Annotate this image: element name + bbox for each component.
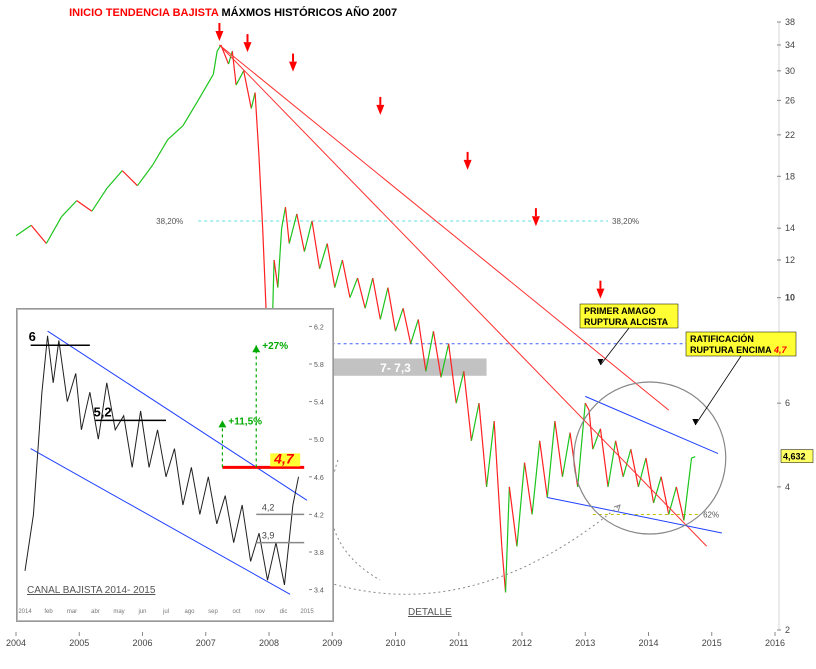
svg-text:3,9: 3,9 (262, 531, 275, 541)
svg-text:2015: 2015 (702, 638, 722, 648)
svg-text:+27%: +27% (262, 341, 288, 352)
svg-text:2014: 2014 (18, 609, 32, 615)
svg-text:7- 7,3: 7- 7,3 (380, 361, 411, 375)
svg-text:sep: sep (208, 609, 218, 615)
svg-text:5.8: 5.8 (314, 362, 324, 369)
svg-text:38,20%: 38,20% (156, 217, 183, 226)
svg-text:62%: 62% (703, 510, 719, 519)
svg-text:5.0: 5.0 (314, 437, 324, 444)
svg-text:30: 30 (785, 66, 795, 76)
svg-text:34: 34 (785, 40, 795, 50)
svg-text:mar: mar (67, 609, 77, 615)
svg-text:5.4: 5.4 (314, 400, 324, 407)
svg-text:RATIFICACIÓN: RATIFICACIÓN (690, 333, 754, 344)
svg-text:38,20%: 38,20% (612, 217, 639, 226)
svg-text:6: 6 (29, 329, 36, 344)
inset-chart-box: 3.4 3.8 4.2 4.6 5.0 5.4 5.8 6.2 2014 feb mar abr may… (16, 308, 334, 622)
inset-chart: 3.4 3.8 4.2 4.6 5.0 5.4 5.8 6.2 2014 feb mar abr may… (17, 309, 333, 621)
svg-text:3.8: 3.8 (314, 550, 324, 557)
svg-text:2014: 2014 (638, 638, 658, 648)
svg-text:2010: 2010 (385, 638, 405, 648)
svg-text:4,2: 4,2 (262, 502, 275, 512)
svg-text:2008: 2008 (259, 638, 279, 648)
svg-text:4,7: 4,7 (273, 450, 295, 466)
svg-text:2006: 2006 (132, 638, 152, 648)
svg-text:2016: 2016 (765, 638, 785, 648)
svg-text:4.2: 4.2 (314, 512, 324, 519)
svg-text:2005: 2005 (69, 638, 89, 648)
svg-text:2009: 2009 (322, 638, 342, 648)
svg-text:ago: ago (184, 609, 195, 615)
svg-text:PRIMER AMAGO: PRIMER AMAGO (584, 306, 656, 316)
svg-text:4: 4 (785, 482, 790, 492)
chart-root: 2468101214182226303438200420052006200720… (0, 0, 816, 669)
svg-text:RUPTURA ALCISTA: RUPTURA ALCISTA (584, 317, 669, 327)
svg-text:RUPTURA ENCIMA: RUPTURA ENCIMA (690, 345, 772, 355)
svg-text:nov: nov (255, 609, 265, 615)
svg-text:2004: 2004 (6, 638, 26, 648)
svg-text:dic: dic (280, 609, 288, 615)
svg-text:DETALLE: DETALLE (408, 607, 452, 618)
svg-text:12: 12 (785, 255, 795, 265)
svg-text:oct: oct (232, 609, 240, 615)
svg-text:14: 14 (785, 223, 795, 233)
svg-text:CANAL BAJISTA 2014- 2015: CANAL BAJISTA 2014- 2015 (27, 585, 156, 596)
svg-text:2011: 2011 (449, 638, 468, 648)
svg-text:4,632: 4,632 (783, 452, 806, 462)
svg-text:2015: 2015 (300, 609, 314, 615)
svg-text:5,2: 5,2 (94, 404, 112, 419)
svg-text:38: 38 (785, 17, 795, 27)
svg-text:2013: 2013 (575, 638, 595, 648)
svg-text:4.6: 4.6 (314, 475, 324, 482)
svg-text:3.4: 3.4 (314, 588, 324, 595)
svg-text:abr: abr (91, 609, 100, 615)
svg-text:jul: jul (162, 609, 169, 615)
svg-text:18: 18 (785, 171, 795, 181)
svg-text:10: 10 (785, 293, 795, 303)
svg-text:22: 22 (785, 130, 795, 140)
svg-text:may: may (113, 609, 124, 615)
svg-text:2: 2 (785, 625, 790, 635)
svg-text:jun: jun (137, 609, 146, 615)
svg-text:2012: 2012 (512, 638, 532, 648)
svg-text:INICIO TENDENCIA BAJISTA MÁXMO: INICIO TENDENCIA BAJISTA MÁXMOS HISTÓRIC… (69, 6, 397, 19)
svg-text:6: 6 (785, 398, 790, 408)
svg-text:6.2: 6.2 (314, 324, 324, 331)
svg-text:feb: feb (44, 609, 53, 615)
svg-text:26: 26 (785, 95, 795, 105)
svg-text:4,7: 4,7 (773, 345, 788, 355)
svg-text:2007: 2007 (196, 638, 216, 648)
svg-text:+11,5%: +11,5% (228, 416, 262, 427)
